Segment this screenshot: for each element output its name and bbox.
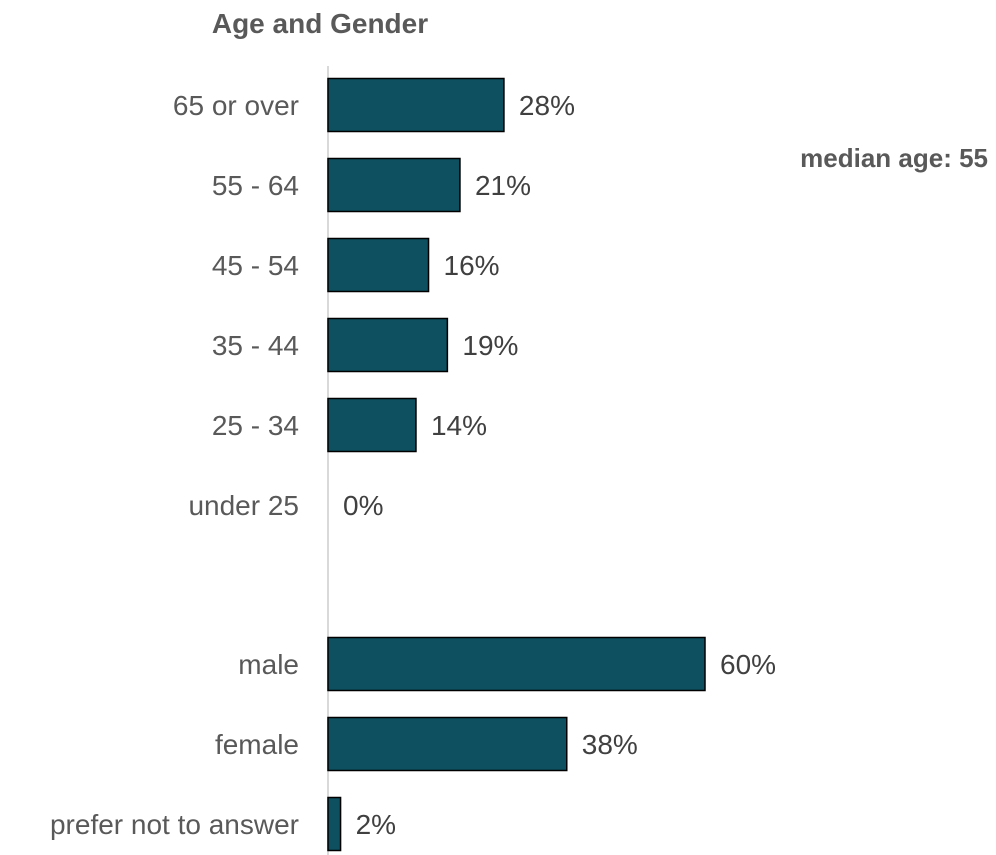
bar-female — [327, 716, 568, 772]
category-label-55-64: 55 - 64 — [212, 170, 299, 201]
category-label-35-44: 35 - 44 — [212, 330, 299, 361]
value-label-55-64: 21% — [475, 170, 531, 201]
value-label-male: 60% — [720, 649, 776, 680]
category-label-25-34: 25 - 34 — [212, 410, 299, 441]
value-label-female: 38% — [582, 729, 638, 760]
bar-55-64 — [327, 157, 461, 213]
bar-65-or-over — [327, 77, 505, 133]
bar-35-44 — [327, 317, 449, 373]
category-label-65-or-over: 65 or over — [173, 90, 299, 121]
bar-25-34 — [327, 397, 417, 453]
bars-group: 65 or over 28% 55 - 64 21% 45 - 54 16% 35 - 44… — [50, 77, 776, 852]
value-label-35-44: 19% — [462, 330, 518, 361]
bar-prefer-not-to-answer — [327, 796, 342, 852]
category-label-prefer-not-to-answer: prefer not to answer — [50, 809, 299, 840]
bar-male — [327, 636, 706, 692]
category-label-under-25: under 25 — [188, 490, 299, 521]
chart-title: Age and Gender — [212, 8, 428, 39]
value-label-25-34: 14% — [431, 410, 487, 441]
value-label-under-25: 0% — [343, 490, 383, 521]
value-label-65-or-over: 28% — [519, 90, 575, 121]
category-label-female: female — [215, 729, 299, 760]
bar-45-54 — [327, 237, 430, 293]
value-label-prefer-not-to-answer: 2% — [356, 809, 396, 840]
category-label-45-54: 45 - 54 — [212, 250, 299, 281]
category-label-male: male — [238, 649, 299, 680]
value-label-45-54: 16% — [444, 250, 500, 281]
median-age-annotation: median age: 55 — [800, 143, 988, 173]
